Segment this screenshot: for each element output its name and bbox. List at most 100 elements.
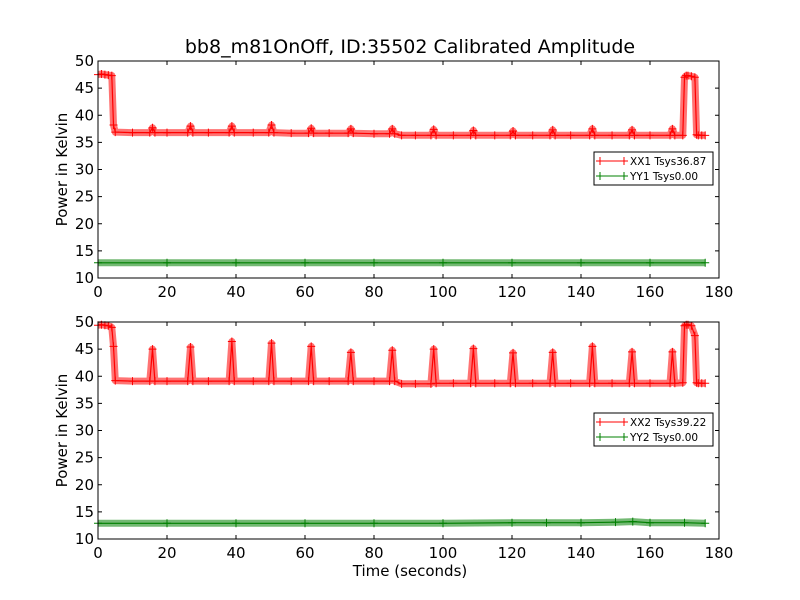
data-point-top-1-21 xyxy=(267,121,276,130)
data-point-bottom-1-35 xyxy=(397,379,406,388)
y-tick-label-bottom-20: 20 xyxy=(75,476,94,494)
x-tick-label-bottom-0: 0 xyxy=(93,544,103,562)
y-tick-label-bottom-30: 30 xyxy=(75,422,94,440)
x-tick-label-bottom-100: 100 xyxy=(429,544,458,562)
data-point-bottom-1-14 xyxy=(188,377,197,386)
y-tick-label-bottom-45: 45 xyxy=(75,340,94,358)
data-point-top-2-8 xyxy=(646,258,654,267)
x-tick-label-top-140: 140 xyxy=(567,283,596,301)
data-point-bottom-1-22 xyxy=(269,377,278,386)
data-point-top-1-62 xyxy=(668,124,677,133)
data-point-top-1-11 xyxy=(163,128,171,137)
data-point-top-1-7 xyxy=(128,128,137,137)
data-point-bottom-1-56 xyxy=(608,379,617,388)
data-point-top-1-73 xyxy=(701,131,710,140)
y-tick-label-bottom-50: 50 xyxy=(75,313,94,331)
data-point-bottom-1-13 xyxy=(186,342,195,351)
x-tick-label-top-20: 20 xyxy=(157,283,176,301)
data-point-bottom-1-73 xyxy=(701,379,710,388)
data-point-top-1-69 xyxy=(690,73,699,82)
legend-label-bottom-1: XX2 Tsys39.22 xyxy=(630,417,706,429)
data-point-top-1-59 xyxy=(630,131,639,140)
data-point-bottom-2-5 xyxy=(439,519,447,528)
data-point-bottom-1-27 xyxy=(325,377,334,386)
x-tick-label-bottom-180: 180 xyxy=(705,544,734,562)
data-point-top-1-50 xyxy=(548,125,557,134)
x-tick-label-top-80: 80 xyxy=(364,283,383,301)
data-point-bottom-1-36 xyxy=(411,379,420,388)
data-point-bottom-1-70 xyxy=(692,378,701,387)
data-point-top-1-39 xyxy=(432,131,441,140)
x-tick-label-bottom-60: 60 xyxy=(295,544,314,562)
data-point-bottom-1-33 xyxy=(388,346,397,355)
data-point-top-1-36 xyxy=(411,131,420,140)
data-point-top-2-1 xyxy=(163,258,171,267)
data-point-top-1-26 xyxy=(309,129,318,138)
x-tick-label-bottom-20: 20 xyxy=(157,544,176,562)
y-tick-label-bottom-15: 15 xyxy=(75,503,94,521)
y-tick-label-top-40: 40 xyxy=(75,106,94,124)
legend-marker-bottom-2-1 xyxy=(620,433,628,441)
data-point-bottom-1-30 xyxy=(349,377,358,386)
data-point-bottom-1-26 xyxy=(309,377,318,386)
x-tick-label-top-60: 60 xyxy=(295,283,314,301)
y-tick-label-bottom-25: 25 xyxy=(75,449,94,467)
data-point-bottom-1-2 xyxy=(100,321,109,330)
legend-label-top-2: YY1 Tsys0.00 xyxy=(629,171,698,183)
data-point-bottom-1-9 xyxy=(148,345,157,354)
data-point-top-1-51 xyxy=(551,131,560,140)
data-point-top-1-55 xyxy=(590,131,599,140)
data-point-top-1-34 xyxy=(390,129,399,138)
data-point-top-1-56 xyxy=(608,131,617,140)
data-point-top-1-70 xyxy=(692,130,701,139)
data-point-bottom-1-64 xyxy=(678,378,687,387)
data-point-bottom-1-68 xyxy=(687,321,696,330)
data-point-bottom-1-5 xyxy=(109,342,118,351)
data-point-top-1-15 xyxy=(204,128,213,137)
x-axis-label: Time (seconds) xyxy=(352,562,468,580)
data-point-bottom-1-58 xyxy=(628,347,637,356)
legend-marker-top-2-0 xyxy=(596,172,604,180)
data-point-top-1-65 xyxy=(680,73,689,82)
data-point-bottom-2-11 xyxy=(646,518,654,527)
data-point-top-1-68 xyxy=(687,72,696,81)
data-point-bottom-1-11 xyxy=(163,377,171,386)
data-point-top-1-3 xyxy=(104,71,113,80)
data-point-top-1-52 xyxy=(566,131,575,140)
data-point-bottom-1-46 xyxy=(509,348,518,357)
data-point-top-1-4 xyxy=(107,71,116,80)
data-point-top-1-43 xyxy=(471,131,480,140)
data-point-top-1-14 xyxy=(188,128,197,137)
y-tick-label-top-50: 50 xyxy=(75,52,94,70)
legend-marker-top-1-1 xyxy=(620,157,628,165)
data-point-top-2-4 xyxy=(370,258,378,267)
data-point-bottom-1-31 xyxy=(370,377,378,386)
x-tick-label-top-100: 100 xyxy=(429,283,458,301)
data-point-top-1-54 xyxy=(588,124,597,133)
data-point-top-1-25 xyxy=(307,124,316,133)
x-tick-label-bottom-80: 80 xyxy=(364,544,383,562)
data-point-bottom-1-59 xyxy=(630,379,639,388)
data-point-top-1-18 xyxy=(230,128,239,137)
data-point-top-1-27 xyxy=(325,129,334,138)
data-point-bottom-1-55 xyxy=(590,379,599,388)
data-point-bottom-1-52 xyxy=(566,379,575,388)
data-point-top-2-3 xyxy=(301,258,309,267)
data-point-bottom-2-2 xyxy=(232,519,240,528)
data-point-top-1-44 xyxy=(490,131,499,140)
data-point-top-1-58 xyxy=(628,125,637,134)
data-point-top-1-23 xyxy=(287,129,296,138)
data-point-bottom-1-15 xyxy=(204,377,213,386)
data-point-bottom-1-69 xyxy=(690,331,699,340)
data-point-top-1-48 xyxy=(528,131,537,140)
legend-marker-bottom-1-0 xyxy=(596,418,604,426)
data-point-bottom-1-6 xyxy=(111,376,120,385)
data-point-bottom-2-9 xyxy=(611,518,620,527)
data-point-top-1-19 xyxy=(249,128,258,137)
data-point-top-1-42 xyxy=(469,126,478,135)
y-tick-label-bottom-10: 10 xyxy=(75,530,94,548)
legend-label-bottom-2: YY2 Tsys0.00 xyxy=(629,432,698,444)
data-point-bottom-1-29 xyxy=(346,348,355,357)
legend-marker-bottom-2-0 xyxy=(596,433,604,441)
